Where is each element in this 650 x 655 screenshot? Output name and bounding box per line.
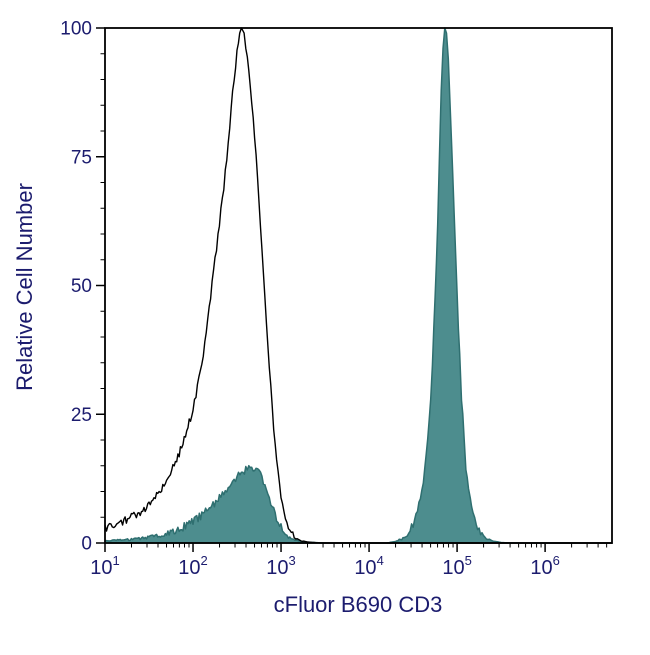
y-tick-label: 0 — [81, 534, 92, 555]
open-histogram-control — [104, 27, 612, 544]
y-tick-label: 100 — [60, 19, 92, 40]
x-tick-label: 101 — [90, 553, 119, 579]
filled-histogram-cd3-stained — [104, 27, 613, 544]
x-tick-label: 105 — [442, 553, 471, 579]
x-tick-label: 102 — [178, 553, 207, 579]
x-tick-label: 104 — [354, 553, 383, 579]
x-tick-label: 106 — [530, 553, 559, 579]
histogram-curves — [104, 27, 613, 544]
x-tick-label: 103 — [266, 553, 295, 579]
x-axis-title: cFluor B690 CD3 — [274, 592, 443, 617]
tick-labels: 101 102 103 104 105 106 0 25 50 75 100 — [60, 19, 560, 580]
plot-border — [104, 27, 613, 544]
tick-marks — [96, 27, 608, 552]
y-axis-title: Relative Cell Number — [12, 183, 37, 391]
y-tick-label: 50 — [71, 276, 92, 297]
axes — [104, 27, 613, 544]
y-tick-label: 25 — [71, 405, 92, 426]
y-tick-label: 75 — [71, 147, 92, 168]
